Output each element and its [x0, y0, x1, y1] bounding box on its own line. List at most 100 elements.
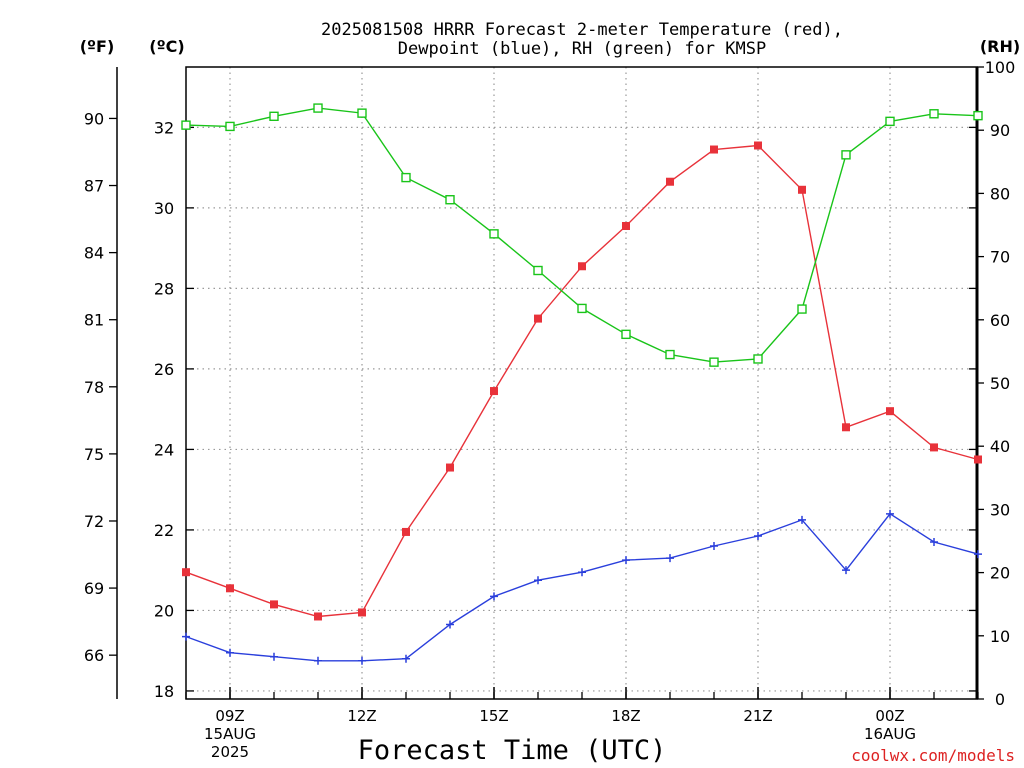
rh-unit-label: (RH) — [980, 37, 1020, 56]
rh-tick-label: 90 — [990, 121, 1010, 140]
x-tick-label: 16AUG — [864, 725, 916, 743]
temperature-point — [754, 141, 762, 150]
dewpoint-point — [358, 656, 366, 665]
dewpoint-point — [446, 620, 454, 629]
dewpoint-point — [798, 515, 806, 524]
rh-point — [445, 195, 455, 205]
temperature-point — [534, 314, 542, 323]
fahrenheit-tick-label: 87 — [84, 177, 104, 196]
rh-point — [401, 172, 411, 183]
fahrenheit-tick-label: 69 — [84, 579, 104, 598]
temperature-point — [490, 387, 498, 396]
rh-tick-label: 40 — [990, 437, 1010, 456]
rh-point — [533, 265, 543, 276]
temperature-point — [886, 407, 894, 416]
x-tick-label: 15AUG — [204, 725, 256, 743]
dewpoint-point — [314, 656, 322, 665]
dewpoint-point — [490, 592, 498, 601]
temperature-line — [185, 144, 979, 618]
dewpoint-point — [270, 652, 278, 661]
chart-title-line2: Dewpoint (blue), RH (green) for KMSP — [398, 39, 766, 59]
rh-point — [313, 103, 323, 113]
temperature-point — [226, 584, 234, 593]
fahrenheit-tick-label: 84 — [84, 244, 104, 263]
fahrenheit-tick-label: 75 — [84, 445, 104, 464]
fahrenheit-unit-label: (ºF) — [80, 37, 115, 56]
fahrenheit-tick-label: 78 — [84, 378, 104, 397]
x-tick-label: 00Z — [875, 707, 904, 725]
dewpoint-point — [226, 648, 234, 657]
dewpoint-point — [842, 566, 850, 575]
credit-text: coolwx.com/models — [851, 746, 1015, 765]
rh-line — [185, 107, 979, 363]
rh-tick-label: 50 — [990, 374, 1010, 393]
celsius-tick-label: 28 — [154, 279, 174, 298]
celsius-tick-label: 20 — [154, 601, 174, 620]
rh-point — [269, 111, 279, 121]
x-tick-label: 21Z — [743, 707, 772, 725]
celsius-tick-label: 18 — [154, 682, 174, 701]
rh-point — [885, 116, 895, 127]
dewpoint-point — [666, 554, 674, 563]
celsius-unit-label: (ºC) — [149, 37, 184, 56]
rh-point — [753, 354, 763, 364]
temperature-point — [446, 463, 454, 472]
temperature-point — [578, 262, 586, 271]
rh-point — [797, 304, 807, 314]
dewpoint-point — [534, 576, 542, 585]
celsius-tick-label: 24 — [154, 440, 174, 459]
grid — [186, 67, 977, 699]
dewpoint-point — [578, 568, 586, 577]
rh-tick-label: 10 — [990, 627, 1010, 646]
x-axis-label: Forecast Time (UTC) — [358, 735, 667, 766]
rh-point — [621, 329, 631, 340]
dewpoint-point — [182, 632, 190, 641]
temperature-point — [314, 612, 322, 621]
rh-point — [665, 349, 675, 360]
temperature-point — [270, 600, 278, 609]
temperature-point — [358, 608, 366, 617]
rh-tick-label: 0 — [995, 690, 1005, 709]
rh-tick-label: 30 — [990, 500, 1010, 519]
temperature-point — [182, 568, 190, 577]
rh-point — [181, 120, 191, 130]
x-tick-label: 2025 — [211, 743, 249, 761]
plot-frame — [185, 66, 978, 700]
rh-tick-label: 20 — [990, 564, 1010, 583]
fahrenheit-tick-label: 90 — [84, 109, 104, 128]
x-tick-label: 12Z — [347, 707, 376, 725]
celsius-tick-label: 26 — [154, 360, 174, 379]
temperature-point — [666, 177, 674, 186]
dewpoint-point — [402, 654, 410, 663]
temperature-point — [710, 145, 718, 154]
dewpoint-point — [754, 531, 762, 540]
rh-point — [973, 110, 983, 121]
temperature-point — [402, 527, 410, 536]
rh-point — [841, 150, 851, 160]
rh-tick-label: 60 — [990, 311, 1010, 330]
temperature-point — [974, 455, 982, 464]
temperature-point — [930, 443, 938, 452]
rh-point — [489, 229, 499, 239]
rh-point — [357, 108, 367, 118]
axes: 18 20 22 24 26 28 30 32 66 69 72 75 78 81 84 87 90 0 10 20 3… — [84, 58, 1015, 761]
temperature-point — [842, 423, 850, 432]
fahrenheit-tick-label: 66 — [84, 646, 104, 665]
rh-tick-label: 100 — [985, 58, 1016, 77]
dewpoint-line — [185, 512, 979, 662]
dewpoint-point — [930, 538, 938, 547]
x-tick-label: 15Z — [479, 707, 508, 725]
temperature-point — [622, 222, 630, 231]
rh-point — [577, 303, 587, 314]
temperature-point — [798, 185, 806, 194]
dewpoint-point — [974, 550, 982, 559]
celsius-tick-label: 22 — [154, 521, 174, 540]
rh-point — [709, 357, 719, 367]
rh-tick-label: 80 — [990, 184, 1010, 203]
rh-point — [929, 109, 939, 119]
rh-tick-label: 70 — [990, 248, 1010, 267]
celsius-tick-label: 30 — [154, 199, 174, 218]
dewpoint-point — [622, 556, 630, 565]
celsius-tick-label: 32 — [154, 118, 174, 137]
